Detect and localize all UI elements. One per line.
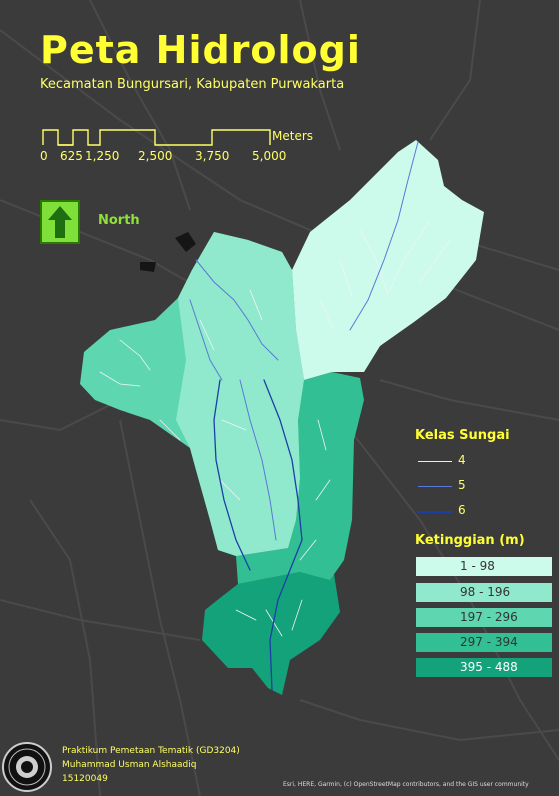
scale-tick-625: 625 [60,149,83,163]
elevation-zone-1-98 [292,140,484,380]
map-title: Peta Hidrologi [40,28,361,72]
legend-elevation-item: 1 - 98 [416,557,554,577]
legend-river-item-4: 4 [416,452,546,472]
scale-bar-graphic [42,129,271,146]
scale-tick-3750: 3,750 [195,149,230,163]
legend-river-heading: Kelas Sungai [415,428,510,443]
legend-river-item-6: 6 [416,502,546,522]
credit-course: Praktikum Pemetaan Tematik (GD3204) [62,746,240,756]
basemap-attribution: Esri, HERE, Garmin, (c) OpenStreetMap co… [283,781,529,788]
scale-tick-2500: 2,500 [138,149,173,163]
basemap-water [140,232,196,272]
map-subtitle: Kecamatan Bungursari, Kabupaten Purwakar… [40,77,345,92]
credit-student-id: 15120049 [62,774,108,784]
legend-elevation-label: 1 - 98 [460,559,495,573]
legend-elevation-item: 98 - 196 [416,583,554,603]
north-label: North [98,213,140,228]
scale-unit: Meters [272,129,314,143]
scale-tick-5000: 5,000 [252,149,287,163]
legend-elevation-label: 395 - 488 [460,660,518,674]
scale-bar: 0 625 1,250 2,500 3,750 5,000 Meters [40,127,330,167]
legend-river-label: 5 [458,478,466,492]
legend-elevation-label: 297 - 394 [460,635,518,649]
legend-elevation-label: 98 - 196 [460,585,511,599]
legend-elevation-item: 395 - 488 [416,658,554,678]
credit-author: Muhammad Usman Alshaadiq [62,760,197,770]
legend-elevation-heading: Ketinggian (m) [415,533,525,548]
institution-logo-icon [2,742,52,792]
scale-tick-0: 0 [40,149,48,163]
legend-river-item-5: 5 [416,477,546,497]
river-network [99,141,451,691]
legend-elevation-item: 297 - 394 [416,633,554,653]
elevation-zone-98-196 [176,232,304,556]
scale-tick-1250: 1,250 [85,149,120,163]
north-arrow-icon [40,200,80,244]
legend-river-label: 4 [458,453,466,467]
legend-elevation-label: 197 - 296 [460,610,518,624]
legend-river-label: 6 [458,503,466,517]
legend-elevation-item: 197 - 296 [416,608,554,628]
